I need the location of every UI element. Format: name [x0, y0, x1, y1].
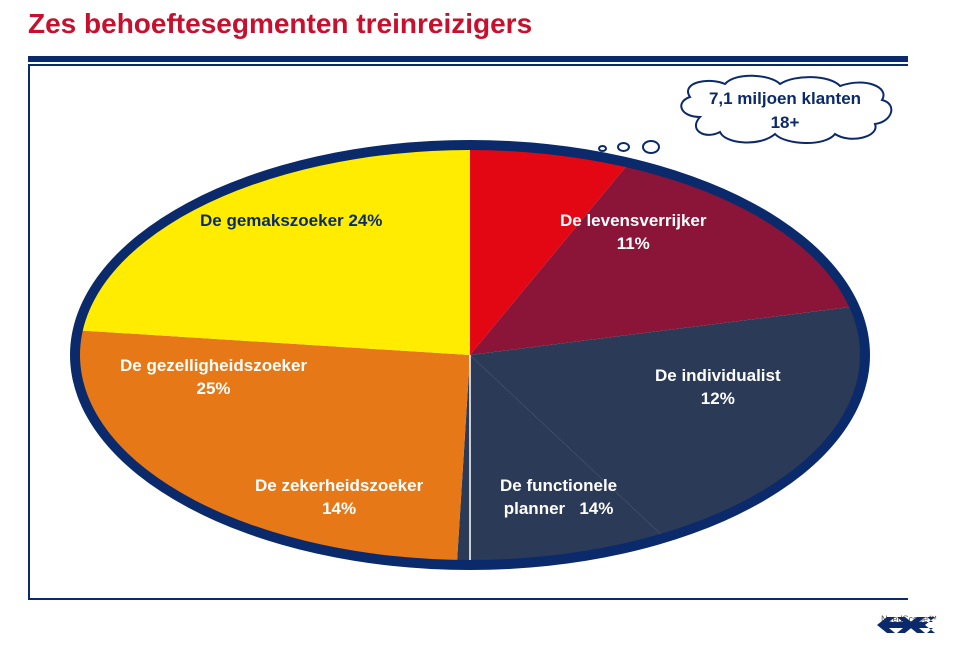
cloud-line2: 18+ — [771, 113, 800, 132]
segments-pie-chart: De levensverrijker11% De individualist12%… — [70, 140, 870, 570]
title-rule — [28, 56, 908, 66]
label-levensverrijker: De levensverrijker11% — [560, 210, 707, 256]
cloud-text: 7,1 miljoen klanten 18+ — [670, 87, 900, 135]
page-title: Zes behoeftesegmenten treinreizigers — [28, 8, 532, 40]
ns-logo — [875, 613, 937, 642]
slice-gemakszoeker — [70, 140, 470, 355]
rule-thin — [28, 64, 908, 66]
rule-thick — [28, 56, 908, 62]
label-zekerheidszoeker: De zekerheidszoeker14% — [255, 475, 423, 521]
label-gemakszoeker: De gemakszoeker 24% — [200, 210, 382, 233]
label-gezelligheidszoeker: De gezelligheidszoeker25% — [120, 355, 307, 401]
frame-left — [28, 66, 30, 600]
label-functionele-planner: De functioneleplanner 14% — [500, 475, 617, 521]
frame-bottom — [28, 598, 908, 600]
cloud-line1: 7,1 miljoen klanten — [709, 89, 861, 108]
label-individualist: De individualist12% — [655, 365, 781, 411]
cloud-callout: 7,1 miljoen klanten 18+ — [670, 72, 900, 147]
